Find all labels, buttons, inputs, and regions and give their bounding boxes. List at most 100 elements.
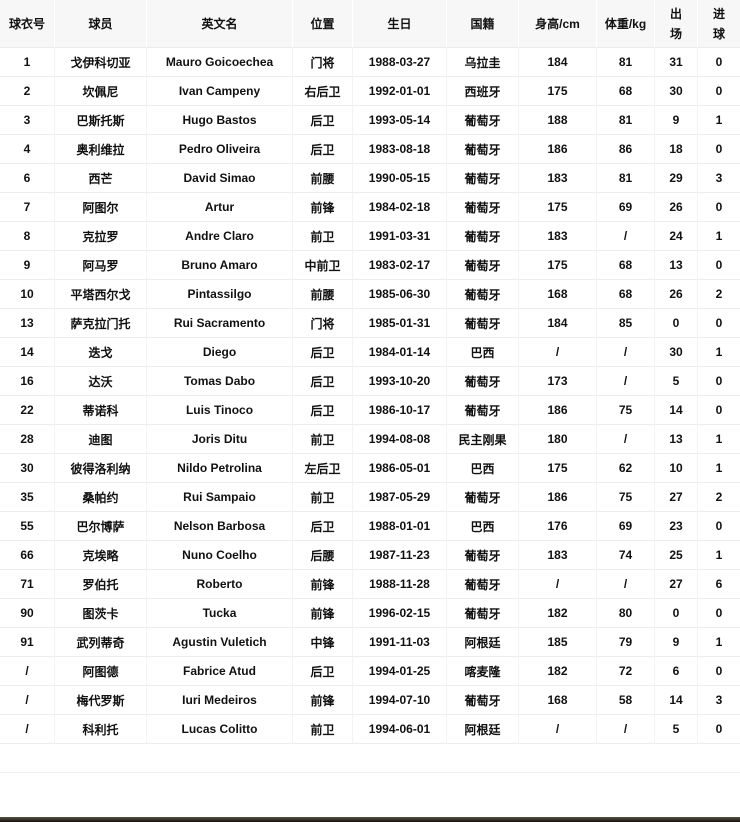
cell-appearances: 9 [655, 628, 698, 657]
cell-goals: 1 [698, 338, 740, 367]
cell-nationality: 西班牙 [447, 77, 519, 106]
cell-jersey-number: 2 [0, 77, 55, 106]
cell-goals: 0 [698, 715, 740, 744]
cell-goals: 3 [698, 164, 740, 193]
cell-nationality: 葡萄牙 [447, 367, 519, 396]
cell-birthday: 1986-05-01 [353, 454, 447, 483]
cell-position: 前锋 [293, 599, 353, 628]
cell-nationality: 葡萄牙 [447, 193, 519, 222]
cell-weight: 75 [597, 396, 655, 425]
table-row: 10 平塔西尔戈 Pintassilgo 前腰 1985-06-30 葡萄牙 1… [0, 280, 740, 309]
column-header-label: 国籍 [470, 17, 495, 31]
cell-goals: 0 [698, 193, 740, 222]
cell-appearances: 13 [655, 425, 698, 454]
cell-english-name: Artur [147, 193, 293, 222]
cell-english-name: Joris Ditu [147, 425, 293, 454]
cell-english-name: Nuno Coelho [147, 541, 293, 570]
cell-nationality: 民主刚果 [447, 425, 519, 454]
table-row: 35 桑帕约 Rui Sampaio 前卫 1987-05-29 葡萄牙 186… [0, 483, 740, 512]
cell-birthday: 1993-10-20 [353, 367, 447, 396]
cell-birthday: 1990-05-15 [353, 164, 447, 193]
cell-position: 后卫 [293, 135, 353, 164]
cell-jersey-number: 14 [0, 338, 55, 367]
table-row: 16 达沃 Tomas Dabo 后卫 1993-10-20 葡萄牙 173 /… [0, 367, 740, 396]
cell-jersey-number: / [0, 715, 55, 744]
cell-weight: 74 [597, 541, 655, 570]
cell-weight: 79 [597, 628, 655, 657]
cell-birthday: 1991-03-31 [353, 222, 447, 251]
cell-nationality: 葡萄牙 [447, 483, 519, 512]
cell-appearances: 26 [655, 193, 698, 222]
table-row: 22 蒂诺科 Luis Tinoco 后卫 1986-10-17 葡萄牙 186… [0, 396, 740, 425]
table-row: 28 迪图 Joris Ditu 前卫 1994-08-08 民主刚果 180 … [0, 425, 740, 454]
cell-weight: 81 [597, 164, 655, 193]
column-header-nationality: 国籍 [447, 0, 519, 48]
cell-position: 后卫 [293, 512, 353, 541]
cell-appearances: 27 [655, 570, 698, 599]
column-header-label: 生日 [387, 17, 412, 31]
cell-player-name: 迪图 [55, 425, 147, 454]
cell-weight: 72 [597, 657, 655, 686]
cell-birthday: 1994-07-10 [353, 686, 447, 715]
cell-nationality: 葡萄牙 [447, 164, 519, 193]
cell-english-name: Agustin Vuletich [147, 628, 293, 657]
cell-birthday: 1983-02-17 [353, 251, 447, 280]
cell-goals: 3 [698, 686, 740, 715]
cell-jersey-number: 71 [0, 570, 55, 599]
cell-appearances: 26 [655, 280, 698, 309]
cell-jersey-number: 7 [0, 193, 55, 222]
cell-jersey-number: 6 [0, 164, 55, 193]
cell-player-name: 迭戈 [55, 338, 147, 367]
cell-position: 后卫 [293, 367, 353, 396]
cell-height: 182 [519, 657, 597, 686]
cell-weight: 80 [597, 599, 655, 628]
cell-appearances: 14 [655, 396, 698, 425]
cell-goals: 1 [698, 425, 740, 454]
cell-jersey-number: 8 [0, 222, 55, 251]
cell-jersey-number: 28 [0, 425, 55, 454]
cell-jersey-number: / [0, 657, 55, 686]
column-header-goals: 进球 [698, 0, 740, 48]
cell-nationality: 阿根廷 [447, 715, 519, 744]
cell-position: 前腰 [293, 164, 353, 193]
cell-english-name: Roberto [147, 570, 293, 599]
cell-position: 右后卫 [293, 77, 353, 106]
cell-nationality: 葡萄牙 [447, 251, 519, 280]
cell-height: 175 [519, 454, 597, 483]
cell-jersey-number: 91 [0, 628, 55, 657]
cell-goals: 2 [698, 280, 740, 309]
cell-position: 前卫 [293, 715, 353, 744]
column-header-label: 进球 [712, 6, 725, 41]
cell-weight: 85 [597, 309, 655, 338]
cell-jersey-number: 66 [0, 541, 55, 570]
column-header-label: 位置 [310, 17, 335, 31]
column-header-english-name: 英文名 [147, 0, 293, 48]
cell-birthday: 1985-06-30 [353, 280, 447, 309]
table-row: / 阿图德 Fabrice Atud 后卫 1994-01-25 喀麦隆 182… [0, 657, 740, 686]
table-row: / 科利托 Lucas Colitto 前卫 1994-06-01 阿根廷 / … [0, 715, 740, 744]
table-row: 3 巴斯托斯 Hugo Bastos 后卫 1993-05-14 葡萄牙 188… [0, 106, 740, 135]
cell-birthday: 1988-03-27 [353, 48, 447, 77]
cell-player-name: 克埃略 [55, 541, 147, 570]
column-header-appearances: 出场 [655, 0, 698, 48]
cell-player-name: 阿马罗 [55, 251, 147, 280]
cell-height: 188 [519, 106, 597, 135]
cell-appearances: 0 [655, 599, 698, 628]
cell-goals: 0 [698, 135, 740, 164]
cell-appearances: 13 [655, 251, 698, 280]
cell-height: 186 [519, 396, 597, 425]
cell-player-name: 克拉罗 [55, 222, 147, 251]
cell-nationality: 葡萄牙 [447, 135, 519, 164]
cell-english-name: Fabrice Atud [147, 657, 293, 686]
table-row: 66 克埃略 Nuno Coelho 后腰 1987-11-23 葡萄牙 183… [0, 541, 740, 570]
cell-position: 后卫 [293, 338, 353, 367]
cell-height: 184 [519, 309, 597, 338]
column-header-player-name: 球员 [55, 0, 147, 48]
cell-player-name: 戈伊科切亚 [55, 48, 147, 77]
cell-birthday: 1988-11-28 [353, 570, 447, 599]
cell-goals: 0 [698, 599, 740, 628]
cell-appearances: 30 [655, 338, 698, 367]
cell-birthday: 1983-08-18 [353, 135, 447, 164]
cell-goals: 1 [698, 541, 740, 570]
cell-nationality: 阿根廷 [447, 628, 519, 657]
